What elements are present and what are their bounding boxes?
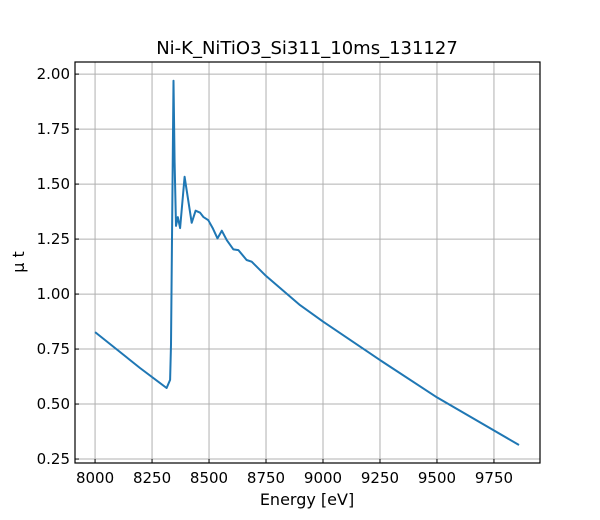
y-tick-label: 1.25 [37, 230, 70, 248]
y-tick-label: 1.00 [37, 285, 70, 303]
y-tick-label: 0.75 [37, 340, 70, 358]
y-axis-label: μ t [9, 251, 28, 273]
x-tick-label: 8750 [247, 469, 285, 487]
x-tick-label: 8250 [133, 469, 171, 487]
plot-frame [74, 61, 541, 464]
y-tick-label: 1.50 [37, 175, 70, 193]
x-tick-label: 8500 [190, 469, 228, 487]
ticks: 8000 8250 8500 8750 9000 9250 9500 9750 0.25 0.50… [37, 65, 513, 487]
x-axis-label: Energy [eV] [260, 490, 354, 509]
x-tick-label: 9000 [304, 469, 342, 487]
y-tick-label: 2.00 [37, 65, 70, 83]
x-tick-label: 8000 [76, 469, 114, 487]
x-tick-label: 9250 [361, 469, 399, 487]
y-tick-label: 1.75 [37, 120, 70, 138]
y-tick-label: 0.25 [37, 450, 70, 468]
chart-title: Ni-K_NiTiO3_Si311_10ms_131127 [156, 38, 458, 59]
x-tick-label: 9750 [475, 469, 513, 487]
series-line-mu-t [94, 79, 520, 446]
x-tick-label: 9500 [418, 469, 456, 487]
grid [75, 62, 540, 463]
y-tick-label: 0.50 [37, 395, 70, 413]
